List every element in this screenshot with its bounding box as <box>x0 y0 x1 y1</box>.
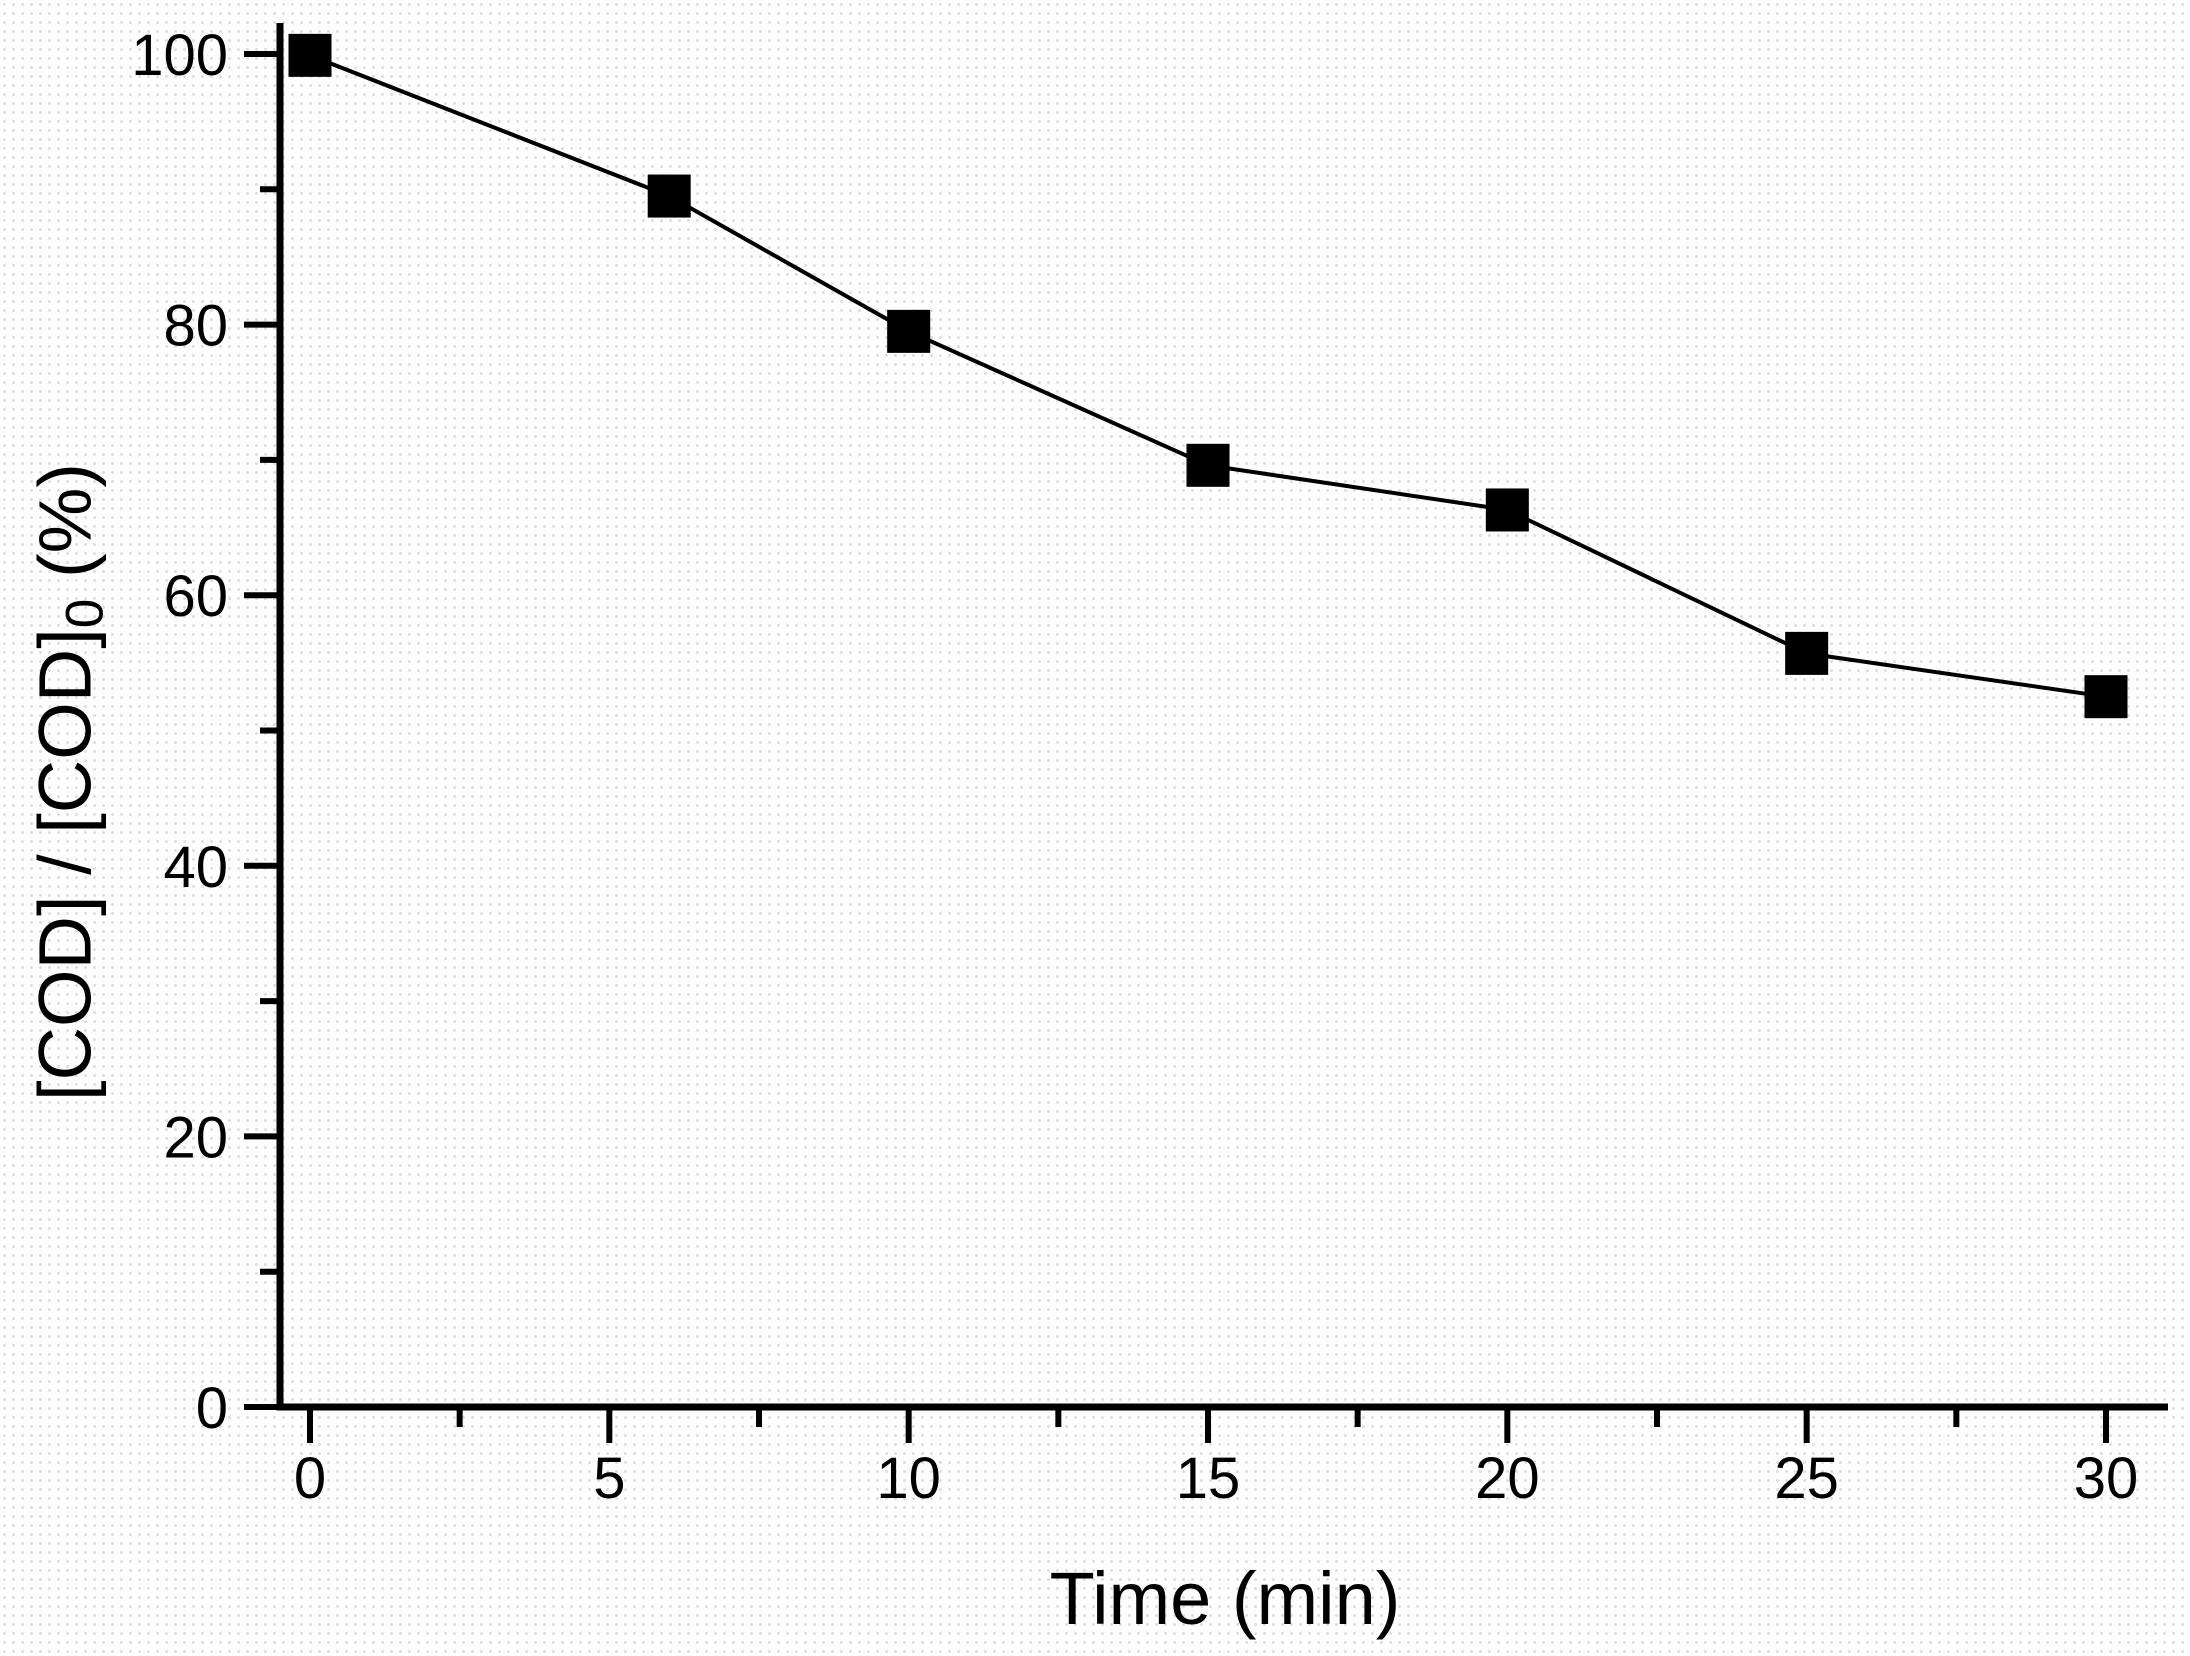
ticks-layer <box>244 51 2109 1443</box>
y-tick-label: 40 <box>163 835 228 900</box>
x-axis-title: Time (min) <box>1050 1556 1401 1641</box>
tick-labels-layer: 0 20 40 60 80 100 0 5 10 15 20 25 30 <box>131 23 2138 1511</box>
x-tick-label: 20 <box>1475 1446 1540 1511</box>
x-tick-label: 30 <box>2074 1446 2139 1511</box>
data-series-layer <box>288 33 2128 719</box>
x-tick-label: 5 <box>593 1446 625 1511</box>
data-point-marker <box>2084 675 2128 719</box>
x-axis-title-text: Time (min) <box>1049 1557 1401 1640</box>
data-point-marker <box>1485 488 1529 532</box>
y-tick-label: 0 <box>196 1376 228 1441</box>
data-point-marker <box>288 33 332 77</box>
x-tick-label: 0 <box>294 1446 326 1511</box>
y-axis-title-subscript: 0 <box>55 598 115 629</box>
data-point-marker <box>1785 631 1829 675</box>
x-tick-label: 10 <box>876 1446 941 1511</box>
y-tick-label: 100 <box>131 23 228 88</box>
axes-layer <box>276 23 2168 1411</box>
data-point-marker <box>647 174 691 218</box>
x-tick-label: 15 <box>1176 1446 1241 1511</box>
y-tick-label: 20 <box>163 1105 228 1170</box>
data-point-marker <box>887 309 931 353</box>
y-axis-title-unit: (%) <box>23 462 107 599</box>
data-line <box>309 53 2107 699</box>
y-tick-label: 80 <box>163 294 228 359</box>
y-axis-title-main: [COD] / [COD] <box>23 628 107 1102</box>
data-point-marker <box>1186 443 1230 487</box>
y-tick-label: 60 <box>163 564 228 629</box>
y-axis-title: [COD] / [COD]0 (%) <box>23 463 116 1101</box>
x-tick-label: 25 <box>1774 1446 1839 1511</box>
